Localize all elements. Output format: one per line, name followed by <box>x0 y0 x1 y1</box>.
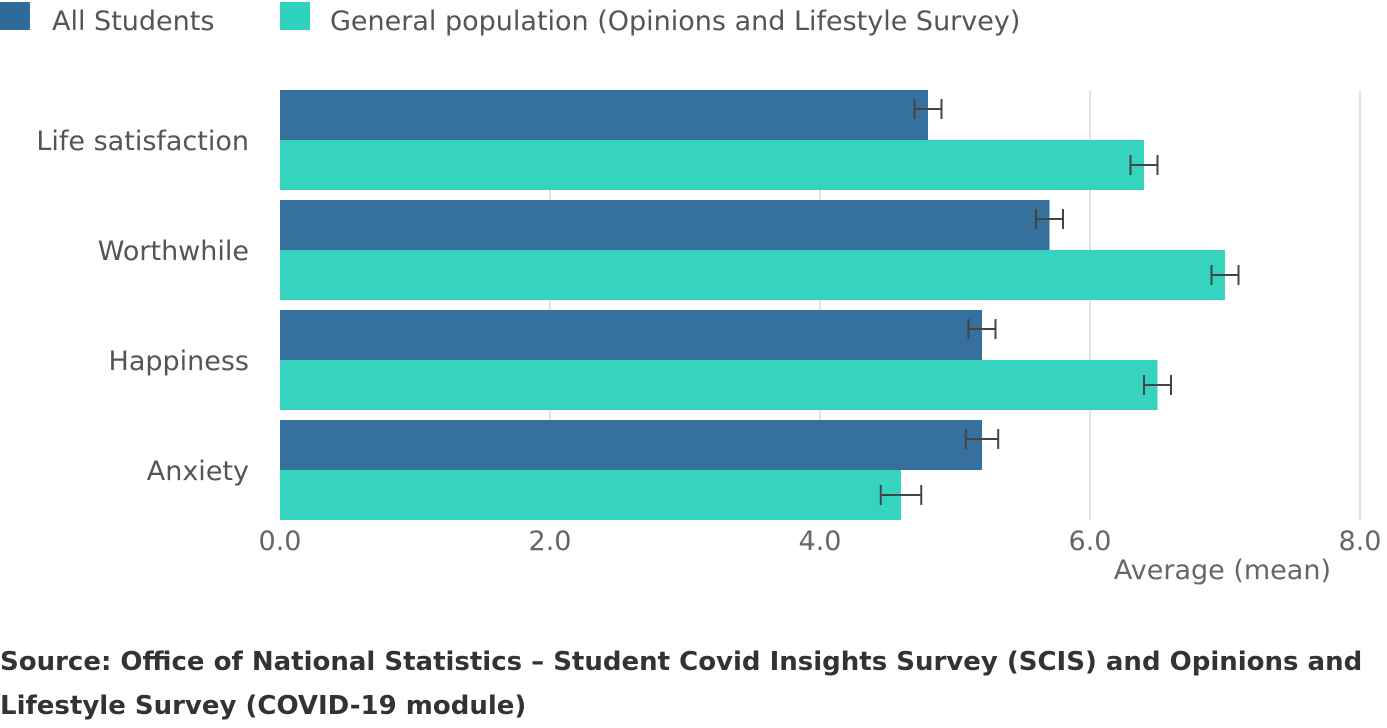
error-bars <box>879 99 1240 505</box>
legend-label: General population (Opinions and Lifesty… <box>330 6 1020 37</box>
x-tick-label: 0.0 <box>259 526 302 557</box>
error-bar <box>913 99 943 119</box>
source-note: Source: Office of National Statistics – … <box>0 647 1363 721</box>
bar <box>280 310 982 360</box>
bar <box>280 420 982 470</box>
x-tick-label: 4.0 <box>799 526 842 557</box>
bar <box>280 140 1144 190</box>
x-tick-label: 6.0 <box>1069 526 1112 557</box>
legend-swatch <box>0 2 30 30</box>
error-bar <box>1035 209 1064 229</box>
error-bar <box>1143 375 1172 395</box>
bar <box>280 470 901 520</box>
error-bar <box>967 319 997 339</box>
error-bar <box>964 429 1000 449</box>
x-tick-labels: 0.0 2.0 4.0 6.0 8.0 <box>259 526 1382 557</box>
bar <box>280 360 1158 410</box>
bars <box>280 90 1225 520</box>
error-bar <box>879 485 923 505</box>
legend-swatch <box>280 2 310 30</box>
x-axis-title: Average (mean) <box>1114 555 1331 586</box>
category-label: Worthwhile <box>98 236 249 267</box>
bar <box>280 200 1050 250</box>
legend-label: All Students <box>52 6 214 37</box>
x-tick-label: 8.0 <box>1339 526 1382 557</box>
error-bar <box>1129 155 1159 175</box>
category-labels: Life satisfaction Worthwhile Happiness Anxi… <box>36 126 249 487</box>
category-label: Anxiety <box>147 456 249 487</box>
bar <box>280 250 1225 300</box>
category-label: Happiness <box>109 346 249 377</box>
error-bar <box>1210 265 1240 285</box>
legend: All Students General population (Opinions… <box>0 2 1020 37</box>
category-label: Life satisfaction <box>36 126 249 157</box>
bar <box>280 90 928 140</box>
x-tick-label: 2.0 <box>529 526 572 557</box>
